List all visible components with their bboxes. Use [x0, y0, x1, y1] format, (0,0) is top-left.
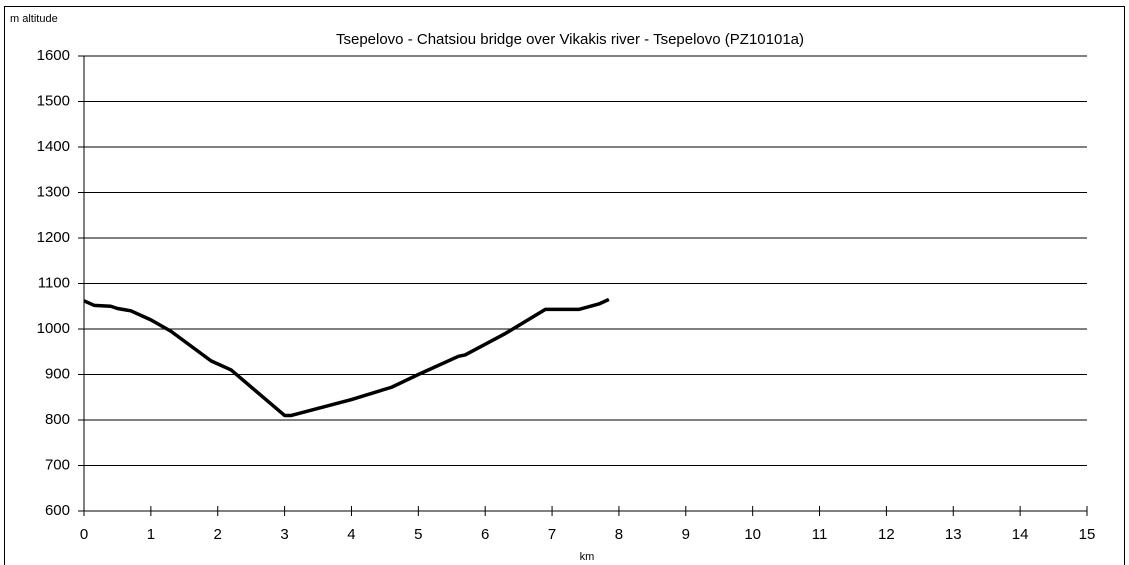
y-tick-label: 1000	[37, 320, 70, 337]
x-tick-label: 14	[1012, 526, 1029, 543]
x-axis-label: km	[580, 551, 595, 563]
elevation-line	[83, 297, 610, 418]
x-tick-label: 12	[878, 526, 895, 543]
x-tick-label: 15	[1079, 526, 1096, 543]
x-tick-label: 5	[414, 526, 422, 543]
x-tick-label: 9	[682, 526, 690, 543]
y-tick-label: 1300	[37, 183, 70, 200]
x-tick-label: 11	[812, 526, 828, 543]
x-tick-label: 0	[80, 526, 88, 543]
y-tick-label: 800	[45, 411, 70, 428]
y-tick-label: 900	[45, 365, 70, 382]
chart-title: Tsepelovo - Chatsiou bridge over Vikakis…	[336, 31, 804, 48]
y-tick-label: 600	[45, 502, 70, 519]
y-tick-label: 1200	[37, 229, 70, 246]
chart-frame	[4, 6, 1125, 565]
x-tick-label: 7	[548, 526, 556, 543]
x-tick-label: 8	[615, 526, 623, 543]
x-tick-label: 13	[945, 526, 962, 543]
y-tick-label: 1600	[37, 47, 70, 64]
x-tick-label: 3	[280, 526, 288, 543]
x-tick-label: 1	[147, 526, 155, 543]
x-tick-label: 4	[347, 526, 355, 543]
y-tick-label: 1500	[37, 92, 70, 109]
y-tick-label: 1100	[38, 274, 70, 291]
x-tick-label: 2	[214, 526, 222, 543]
x-tick-label: 10	[744, 526, 761, 543]
y-axis-label: m altitude	[10, 13, 58, 25]
y-tick-label: 700	[45, 456, 70, 473]
y-tick-label: 1400	[37, 138, 70, 155]
x-tick-label: 6	[481, 526, 489, 543]
